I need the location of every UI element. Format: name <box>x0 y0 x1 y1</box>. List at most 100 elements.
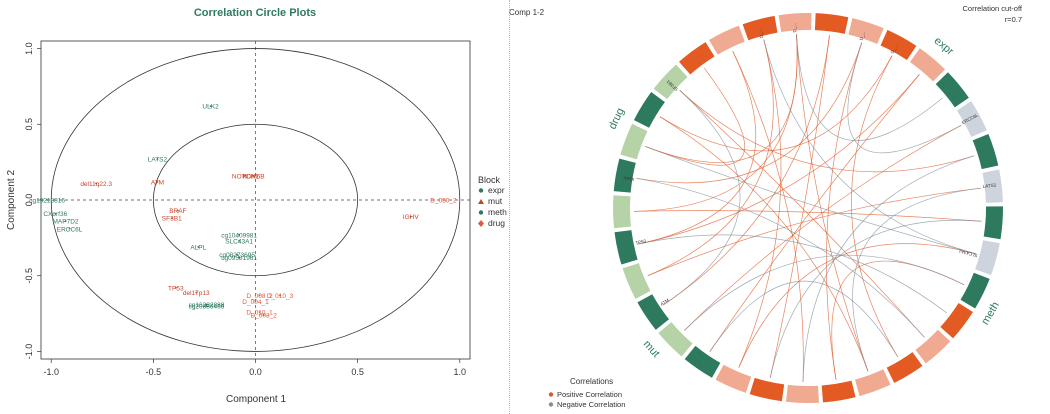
ring-segment <box>715 364 752 393</box>
legend-marker <box>478 220 484 227</box>
correlation-link <box>763 39 976 255</box>
circos-panel: Comp 1-2 Correlation cut-off r=0.7 D_...… <box>509 4 1023 409</box>
correlation-link <box>663 90 741 306</box>
ring-segment <box>848 18 884 44</box>
point-label: cg16232888 <box>189 302 225 309</box>
corr-legend-label: Positive Correlation <box>557 390 622 399</box>
point-marker <box>176 209 179 212</box>
corr-legend-marker <box>548 392 554 397</box>
y-tick-label: -1.0 <box>24 344 34 360</box>
y-tick-label: 0.5 <box>24 118 34 131</box>
point-marker <box>95 182 98 185</box>
block-label: mut <box>641 338 662 360</box>
point-marker <box>205 303 208 306</box>
correlation-link <box>796 34 869 372</box>
x-tick-label: 0.0 <box>249 367 262 377</box>
point-label: NOTCH1 <box>232 173 259 180</box>
ring-segment <box>940 302 973 339</box>
point-marker <box>238 233 241 236</box>
correlation-link <box>679 90 925 338</box>
legend-item: drug <box>478 218 505 228</box>
x-tick-label: -1.0 <box>43 367 59 377</box>
corr-legend-label: Negative Correlation <box>557 400 625 409</box>
legend-label: mut <box>488 196 503 206</box>
ring-segment <box>742 15 778 41</box>
ring-segment <box>855 369 891 397</box>
point-marker <box>205 305 208 307</box>
ring-segment <box>915 329 951 364</box>
point-marker <box>170 217 173 220</box>
point-label: LATS2 <box>148 157 168 164</box>
segment-label: IGHV <box>623 175 635 182</box>
x-axis-label: Component 1 <box>226 394 286 405</box>
cutoff-title: Correlation cut-off <box>963 4 1023 13</box>
point-marker <box>409 215 412 218</box>
block-label: meth <box>979 300 1002 327</box>
point-label: D_010_3 <box>267 293 294 300</box>
segment-label: D_... <box>757 28 764 38</box>
ring-segment <box>637 294 670 330</box>
panel-divider <box>509 0 511 414</box>
point-label: del17p13 <box>183 290 210 297</box>
ring-segment <box>613 158 636 193</box>
correlation-link <box>796 34 943 141</box>
point-marker <box>238 256 241 259</box>
corr-legend-item: Negative Correlation <box>548 400 625 409</box>
correlation-link <box>709 74 920 352</box>
correlation-link <box>636 42 863 184</box>
block-ring <box>612 13 1003 403</box>
ring-segment <box>910 48 946 82</box>
legend-label: expr <box>488 185 505 195</box>
correlation-circle-panel: Correlation Circle Plots -1.0 -0.5 0.0 0.5 1… <box>6 7 507 405</box>
x-tick-label: 1.0 <box>454 367 467 377</box>
point-label: IGHV <box>403 214 420 221</box>
point-label: cg08273695 <box>219 252 255 259</box>
correlation-link <box>637 234 948 314</box>
y-tick-label: -0.5 <box>24 268 34 284</box>
correlation-link <box>679 90 975 173</box>
point-label: D_003_2 <box>250 313 277 320</box>
point-label: ATM <box>151 179 164 186</box>
ring-segment <box>972 133 999 170</box>
point-marker <box>197 246 200 248</box>
point-label: ALPL <box>190 244 206 251</box>
ring-segment <box>620 123 648 160</box>
y-tick-label: 1.0 <box>24 42 34 55</box>
correlation-link <box>647 187 981 277</box>
point-label: D_008_2 <box>246 293 273 300</box>
correlation-link <box>645 146 976 255</box>
ring-segment <box>785 384 819 403</box>
correlations-legend-title: Correlations <box>570 377 613 386</box>
correlation-link <box>738 39 782 368</box>
ring-segment <box>960 272 990 309</box>
correlation-link <box>769 219 982 378</box>
point-label: KDM6B <box>242 173 264 180</box>
correlation-links <box>634 34 982 382</box>
correlation-link <box>769 35 830 378</box>
legend-item: mut <box>478 196 503 206</box>
point-marker <box>64 220 67 223</box>
ring-segment <box>658 322 693 357</box>
correlation-link <box>738 243 976 368</box>
point-label: cg20886466 <box>189 304 225 311</box>
correlation-link <box>684 254 965 331</box>
correlation-link <box>659 55 893 152</box>
segment-label: D_... <box>792 23 798 33</box>
point-label: D_050_2 <box>430 198 457 205</box>
correlation-link <box>634 210 982 222</box>
correlation-link <box>637 50 756 245</box>
correlation-link <box>663 35 830 306</box>
block-label: drug <box>607 106 627 131</box>
point-marker <box>254 300 257 303</box>
block-label: expr <box>932 35 956 58</box>
point-label: TP53 <box>168 285 184 292</box>
point-marker <box>262 314 265 316</box>
correlation-link <box>645 34 798 163</box>
ring-segment <box>821 380 856 403</box>
legend-label: meth <box>488 207 507 217</box>
correlation-link <box>826 42 863 380</box>
cutoff-value: r=0.7 <box>1005 15 1022 24</box>
y-tick-label: 0.0 <box>24 194 34 207</box>
ring-segment <box>679 42 715 75</box>
point-label: SLC43A1 <box>225 238 253 245</box>
